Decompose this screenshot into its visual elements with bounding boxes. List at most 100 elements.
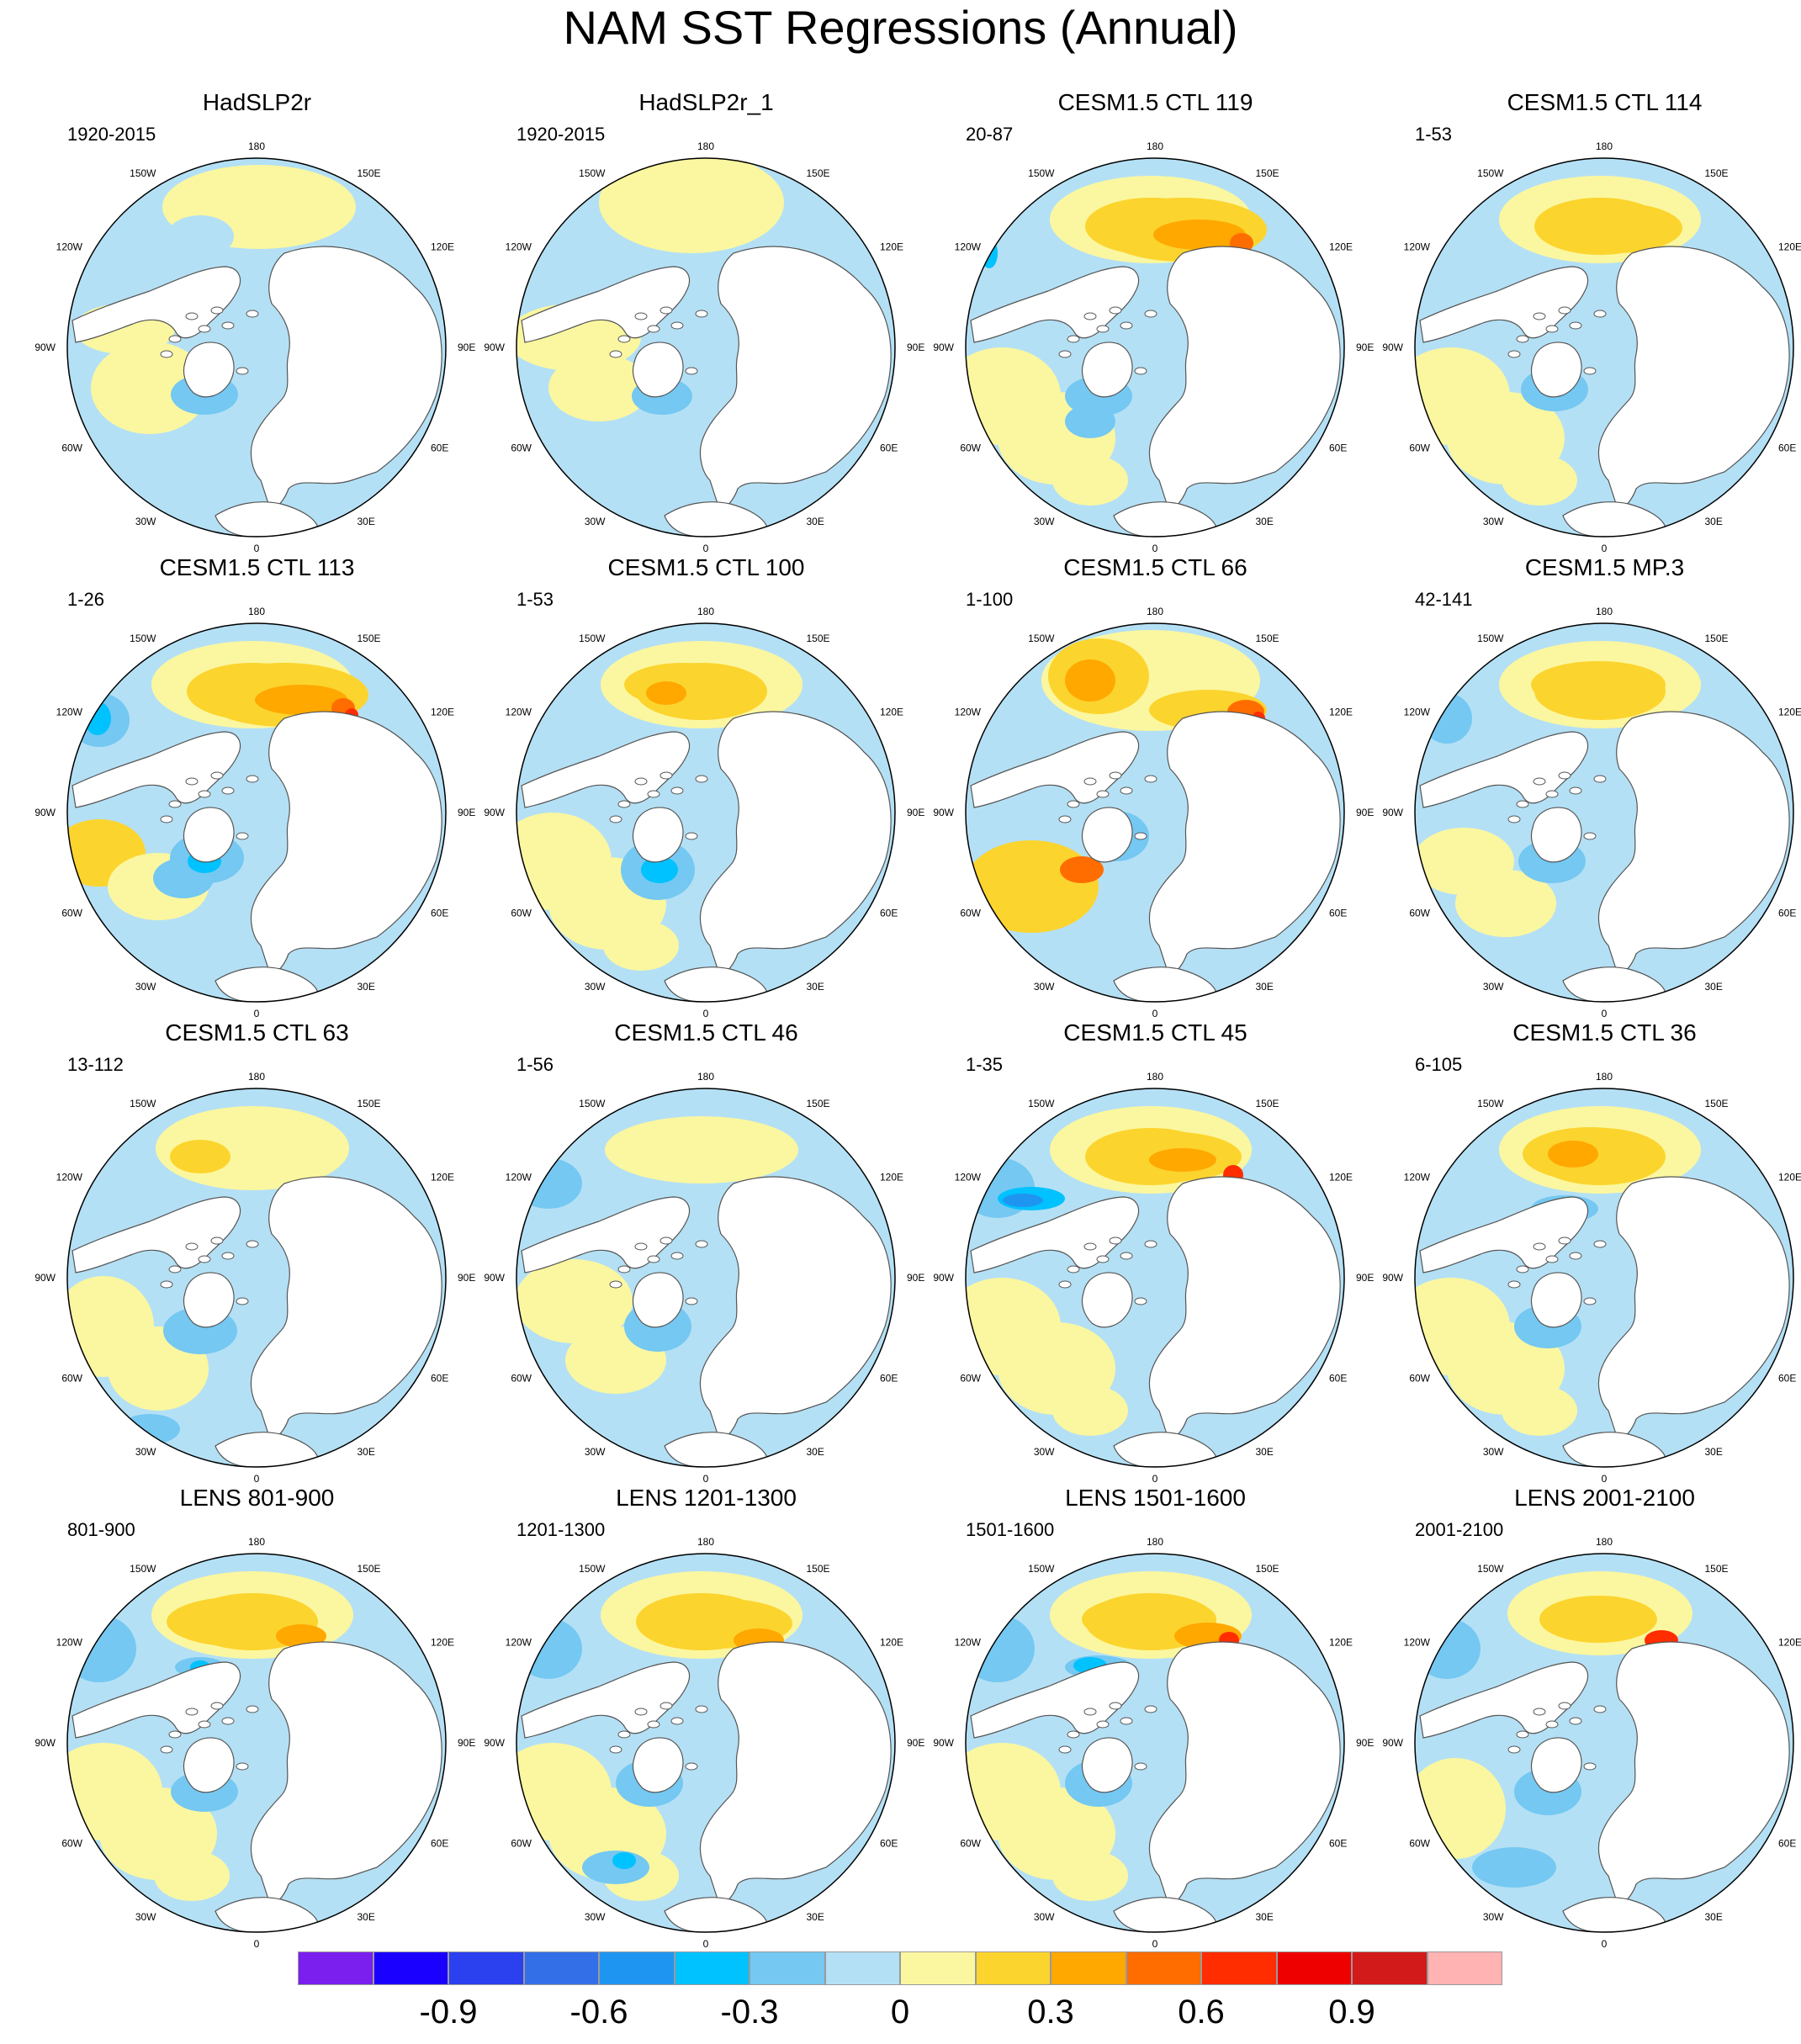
map-border — [66, 157, 447, 537]
map-border — [1414, 622, 1794, 1003]
map-panel: HadSLP2r 1920-2015 180 150E 120E 90E 60E 30E 0 30… — [32, 88, 482, 553]
island — [1120, 321, 1133, 330]
island — [695, 310, 708, 318]
longitude-label: 60E — [431, 908, 448, 919]
longitude-label: 30W — [1483, 1446, 1504, 1458]
warm-anomaly — [255, 685, 347, 715]
warm-anomaly — [1502, 1385, 1577, 1436]
land-mask — [521, 731, 691, 808]
strong-anomaly — [84, 702, 111, 735]
map-panel: CESM1.5 CTL 63 13-112 180 150E 120E 90E 60E 30E… — [32, 1019, 482, 1484]
longitude-label: 0 — [703, 1938, 709, 1949]
longitude-label: 180 — [1147, 1536, 1163, 1548]
longitude-label: 60W — [1409, 442, 1430, 454]
warm-anomaly — [91, 342, 209, 434]
longitude-label: 90W — [933, 342, 954, 353]
island — [634, 312, 648, 320]
island — [1569, 1252, 1582, 1260]
land-mask — [699, 1641, 892, 1911]
map-border — [1414, 1553, 1794, 1933]
land-mask — [632, 807, 684, 863]
longitude-label: 120E — [1778, 707, 1801, 718]
longitude-label: 60W — [61, 908, 82, 919]
longitude-label: 150W — [1028, 633, 1055, 644]
longitude-label: 0 — [1152, 1473, 1158, 1484]
panel-period: 1-53 — [516, 589, 554, 610]
colorbar-box — [1276, 1951, 1352, 1985]
island — [1096, 1720, 1110, 1729]
island — [1067, 800, 1080, 808]
island — [1058, 1280, 1072, 1289]
land-mask — [183, 807, 235, 863]
panel-title: LENS 2001-2100 — [1514, 1485, 1695, 1511]
warm-anomaly — [1548, 1141, 1598, 1168]
longitude-label: 30W — [135, 1911, 156, 1923]
map-border — [516, 157, 896, 537]
land-mask — [699, 711, 892, 981]
panel-period: 1501-1600 — [966, 1519, 1055, 1540]
island — [685, 1297, 698, 1305]
island — [1583, 1762, 1597, 1771]
land-mask — [632, 1272, 684, 1328]
island — [221, 1252, 235, 1260]
longitude-label: 90W — [1382, 807, 1403, 818]
map-panel: CESM1.5 CTL 100 1-53 180 150E 120E 90E 60E 30E 0… — [481, 553, 931, 1019]
island — [1067, 1730, 1080, 1739]
longitude-label: 150E — [1256, 1098, 1279, 1109]
panel-period: 1-53 — [1415, 124, 1453, 145]
longitude-label: 150W — [579, 1098, 606, 1109]
panel-title: CESM1.5 CTL 114 — [1507, 89, 1703, 115]
longitude-label: 180 — [1596, 606, 1613, 617]
longitude-label: 0 — [254, 1473, 260, 1484]
map-border — [1414, 1088, 1794, 1468]
longitude-label: 0 — [1602, 543, 1608, 553]
island — [168, 800, 182, 808]
island — [670, 1252, 684, 1260]
longitude-label: 180 — [1596, 1536, 1613, 1548]
island — [1545, 1720, 1559, 1729]
longitude-label: 30W — [1034, 516, 1055, 527]
longitude-label: 150E — [1256, 1563, 1279, 1575]
warm-anomaly — [646, 681, 686, 705]
panel-period: 801-900 — [67, 1519, 135, 1540]
longitude-label: 90E — [907, 1737, 924, 1749]
longitude-label: 30W — [585, 1911, 606, 1923]
cool-anomaly — [119, 1414, 180, 1444]
island — [1593, 1240, 1607, 1248]
cool-anomaly — [516, 1618, 582, 1679]
island — [670, 321, 684, 330]
warm-anomaly — [170, 1140, 230, 1173]
colorbar-box — [1201, 1951, 1277, 1985]
map-panel: LENS 1201-1300 1201-1300 180 150E 120E 90E 60E… — [481, 1484, 931, 1949]
land-mask — [1530, 1737, 1582, 1793]
longitude-label: 60E — [431, 1373, 448, 1385]
panel-period: 42-141 — [1415, 589, 1473, 610]
longitude-label: 30W — [1034, 1911, 1055, 1923]
longitude-label: 120E — [880, 1637, 903, 1649]
longitude-label: 90E — [1356, 342, 1374, 353]
land-mask — [1081, 1737, 1133, 1793]
island — [1545, 1255, 1559, 1263]
longitude-label: 150W — [130, 167, 156, 179]
longitude-label: 30W — [1483, 516, 1504, 527]
longitude-label: 120E — [1329, 1172, 1353, 1184]
colorbar-box — [824, 1951, 900, 1985]
longitude-label: 150W — [130, 633, 156, 644]
panel-period: 1920-2015 — [516, 124, 606, 145]
figure-title: NAM SST Regressions (Annual) — [563, 1, 1238, 54]
island — [1558, 1702, 1571, 1710]
longitude-label: 60W — [960, 1838, 981, 1850]
longitude-label: 150W — [579, 633, 606, 644]
island — [1083, 312, 1097, 320]
longitude-label: 30E — [358, 1446, 375, 1458]
island — [1144, 775, 1157, 783]
island — [1144, 310, 1157, 318]
island — [221, 1717, 235, 1725]
sst-field — [516, 1554, 895, 1932]
land-mask — [632, 1737, 684, 1793]
